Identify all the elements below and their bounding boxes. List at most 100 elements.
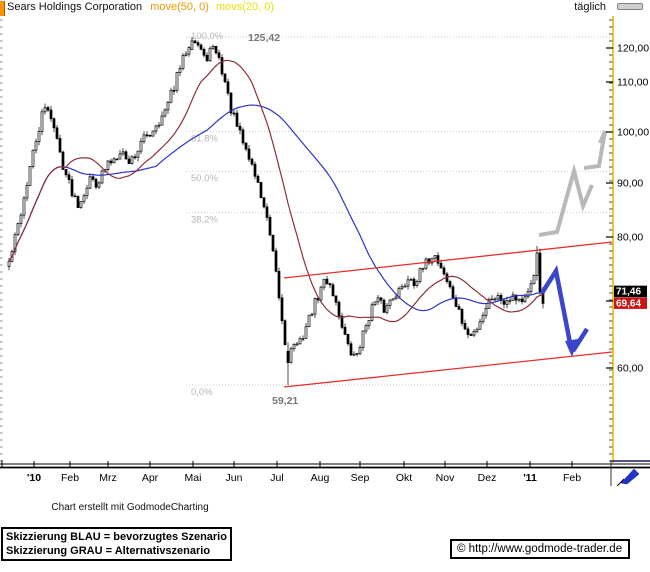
y-axis-label: 90,00 [617,178,643,190]
candle-body [352,353,356,356]
candle-body [97,182,101,188]
candle-body [373,301,377,306]
candle-body [187,47,191,55]
x-axis-label: Mai [185,472,202,484]
candle-body [22,197,26,216]
fib-level-label: 0,0% [191,387,213,398]
candle-body [331,284,335,297]
candle-body [517,298,521,301]
x-axis-label: Nov [436,472,455,484]
candle-body [493,298,497,301]
candle-body [514,294,518,301]
candle-body [358,347,362,354]
y-axis-label: 60,00 [617,363,643,375]
candle-body [382,299,386,313]
candle-body [175,72,179,91]
fib-level-label: 61,8% [191,133,218,144]
candle-body [85,187,89,197]
candle-body [181,55,185,69]
candle-body [13,234,17,252]
draw-tool-icon[interactable] [620,468,640,485]
candle-body [457,306,461,310]
candle-body [526,291,530,298]
candle-body [271,234,275,252]
candle-body [31,149,35,167]
candle-body [34,141,38,151]
candle-body [160,115,164,126]
candle-body [376,297,380,303]
x-axis-label: Feb [563,472,581,484]
candle-body [406,279,410,287]
candle-body [7,261,11,267]
splitter-handle[interactable] [617,3,643,10]
candle-body [424,258,428,269]
candle-body [55,127,59,139]
x-axis-label: Jun [226,472,243,484]
candle-body [460,308,464,324]
candle-body [436,255,440,264]
candle-body [523,296,527,303]
candle-body [367,320,371,327]
candle-body [508,299,512,302]
candle-body [115,158,119,161]
ma-line-50 [8,104,544,312]
candle-body [112,158,116,164]
candle-body [334,295,338,303]
y-axis-label: 120,00 [617,43,649,55]
candle-body [193,40,197,44]
candle-body [322,278,326,288]
indicator-label-movs20: movs(20, 0) [215,1,275,13]
candle-body [61,151,65,170]
candle-body [49,109,53,120]
candle-body [433,255,437,259]
candle-body [82,195,86,202]
price-tag-current [614,297,647,309]
candle-body [454,297,458,307]
candle-body [298,338,302,345]
candle-body [505,300,509,305]
x-axis-label: Dez [478,472,497,484]
y-axis-label: 80,00 [617,232,643,244]
x-axis-label: Jul [270,472,283,484]
sketch-alternative-gray [583,130,607,170]
candle-body [418,268,422,282]
candle-body [211,46,215,49]
candle-body [127,158,131,164]
candle-body [190,40,194,51]
candle-body [307,314,311,328]
candle-body [472,331,476,336]
x-axis-label: '10 [27,472,41,484]
candle-body [238,125,242,131]
legend-line-gray: Skizzierung GRAU = Alternativszenario [6,545,211,557]
candle-body [157,124,161,127]
candle-body [145,134,149,137]
candle-body [361,330,365,348]
candle-body [91,176,95,180]
copyright-box: © http://www.godmode-trader.de [450,539,631,559]
candle-body [247,148,251,160]
candle-body [475,328,479,332]
candle-body [52,118,56,129]
candle-body [241,129,245,144]
candle-body [538,252,542,293]
candle-body [427,258,431,264]
instrument-title: Sears Holdings Corporation [7,1,143,13]
candle-body [343,326,347,335]
candle-body [250,158,254,165]
candle-body [88,176,92,189]
candle-body [529,283,533,292]
candle-body [214,46,218,54]
candle-body [223,73,227,83]
candle-body [277,270,281,299]
candle-body [220,57,224,75]
candle-body [463,323,467,330]
candle-body [169,89,173,103]
candle-body [208,47,212,62]
candle-body [94,178,98,188]
candle-body [301,338,305,340]
candle-body [172,89,176,92]
x-axis-label: Sep [351,472,370,484]
candle-body [70,179,74,197]
candle-body [28,166,32,186]
